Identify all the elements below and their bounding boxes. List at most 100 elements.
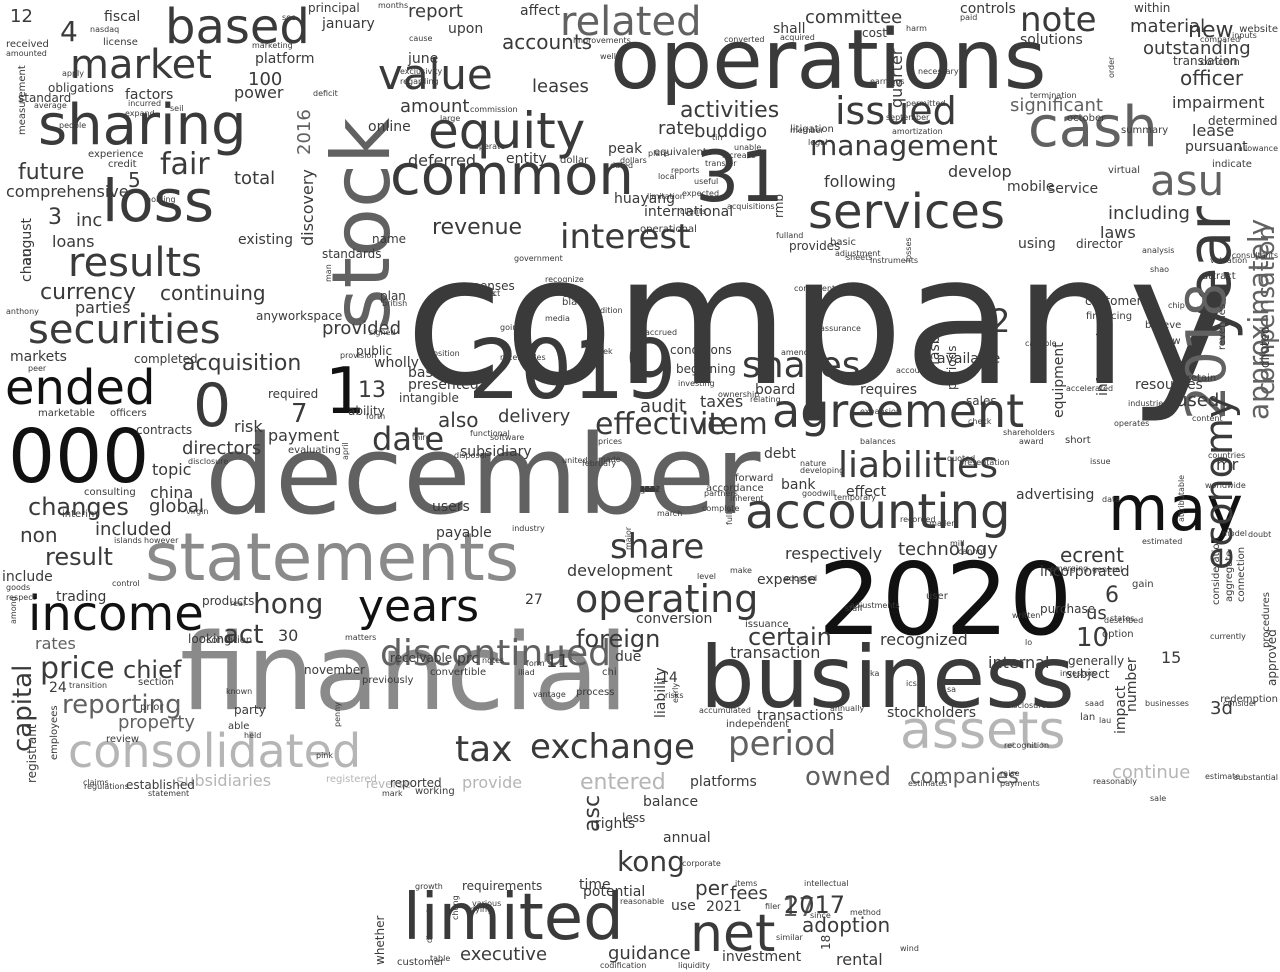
cloud-word: december [205,411,761,539]
cloud-word: contract [467,289,501,298]
cloud-word: consolidated [68,724,362,778]
cloud-word: ecrent [1060,543,1124,567]
cloud-word: mark [382,789,403,798]
cloud-word: 3 [48,205,62,230]
cloud-word: disclosures [1006,701,1051,710]
cloud-word: mobile [1007,179,1055,195]
cloud-word: stockholders [887,705,977,721]
cloud-word: cost [862,26,887,40]
cloud-word: 1301 [640,485,661,494]
cloud-word: incurred [128,99,162,108]
cloud-word: huayang [614,191,675,207]
cloud-word: 2007 [640,485,661,494]
cloud-word: within [1134,1,1171,15]
cloud-word: data [1102,495,1121,504]
cloud-word: certain [748,623,832,651]
cloud-word: 27 [525,592,543,608]
cloud-word: option [1102,629,1134,640]
cloud-word: principal [308,1,360,15]
cloud-word: co [533,292,543,301]
cloud-word: discovery [298,169,317,246]
cloud-word: seek [594,347,613,356]
cloud-word: necessary [918,67,959,76]
cloud-word: worldwide [1205,481,1246,490]
cloud-word: lau [1099,716,1112,725]
cloud-word: effect [846,484,887,500]
cloud-word: fiscal [104,9,141,25]
cloud-word: gain [1132,579,1154,590]
cloud-word: capable [1025,339,1057,348]
cloud-word: various [472,899,502,908]
cloud-word: presentation [959,458,1010,467]
cloud-word: effective [595,407,726,442]
cloud-word: lo [1025,638,1033,647]
cloud-word: customers [1085,294,1148,308]
cloud-word: concern [1200,57,1240,68]
cloud-word: new [1188,18,1234,43]
cloud-word: marketable [38,408,95,419]
cloud-word: ownership [718,390,760,399]
cloud-word: seil [640,485,654,494]
cloud-word: name [372,232,407,246]
cloud-word: operate [474,142,506,151]
cloud-word: sales [966,394,997,408]
cloud-word: black [562,297,589,308]
cloud-word: ability [348,404,385,418]
cloud-word: position [428,349,460,358]
cloud-word: operations [610,13,1047,108]
cloud-word: respectively [785,544,883,563]
cloud-word: investment [722,949,802,965]
cloud-word: rmb [640,485,657,494]
cloud-word: pursuant [1185,139,1248,155]
cloud-word: dollar [560,155,589,166]
cloud-word: 740 [640,485,656,494]
cloud-word: officer [1180,66,1244,90]
cloud-word: level [697,572,717,581]
cloud-word: november [304,663,366,677]
cloud-word: improvements [573,36,631,45]
cloud-word: parties [75,298,131,317]
cloud-word: analysis [1142,246,1175,255]
cloud-word: officers [110,408,147,419]
cloud-word: expected [682,189,720,198]
cloud-word: corporate [682,859,721,868]
cloud-word: 200 [640,485,656,494]
cloud-word: periods [945,345,959,390]
cloud-word: peer [28,364,47,373]
cloud-word: known [226,687,253,696]
cloud-word: summary [1121,125,1169,136]
cloud-word: affect [520,3,561,19]
cloud-word: dying [470,905,493,914]
cloud-word: accounted [896,366,938,375]
cloud-word: receivables [500,353,546,362]
cloud-word: nasdaq [90,25,120,34]
cloud-word: generally [1068,654,1125,668]
cloud-word: growth [415,882,443,891]
cloud-word: form [526,659,545,668]
cloud-word: equivalents [654,147,713,158]
cloud-word: significant [1010,95,1103,116]
cloud-word: penny [333,702,342,727]
cloud-word: expansion [860,407,901,416]
cloud-word: british [382,299,408,308]
cloud-word: amortization [892,127,943,136]
cloud-word: 25 [640,485,651,494]
cloud-word: property [118,712,196,733]
cloud-word: 1 [325,355,366,429]
cloud-word: f [640,485,643,494]
cloud-word: ka [640,485,650,494]
cloud-word: securities [28,307,221,353]
cloud-word: trading [56,589,107,605]
cloud-word: discount [425,908,434,943]
cloud-word: continuing [160,281,266,305]
cloud-word: states [1110,614,1135,623]
cloud-word: conversion [636,611,713,627]
cloud-word: regarding [400,77,439,86]
cloud-word: assurance [820,324,861,333]
cloud-word: services [808,184,1005,240]
cloud-word: recorded [900,515,936,524]
cloud-word: termination [1030,91,1077,100]
cloud-word: measurement [17,65,28,135]
cloud-word: registered [326,774,377,785]
cloud-word: payment [268,426,340,445]
